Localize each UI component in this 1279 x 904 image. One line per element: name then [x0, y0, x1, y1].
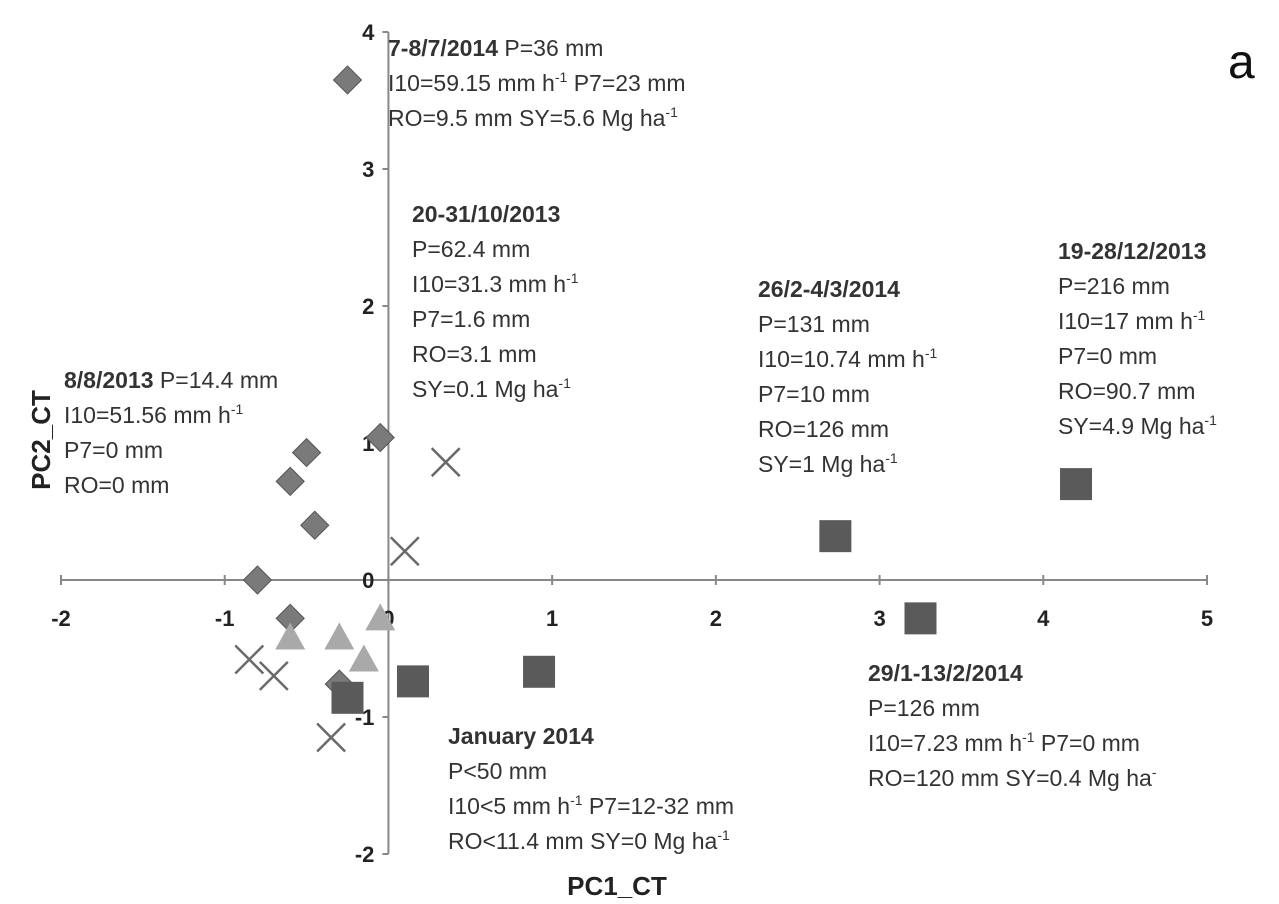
- annotation-line: 19-28/12/2013: [1058, 238, 1206, 264]
- cross-point: [234, 644, 265, 675]
- cross-point: [258, 661, 289, 691]
- square-point: [904, 602, 937, 635]
- annotation-line: RO=9.5 mm SY=5.6 Mg ha-1: [388, 104, 678, 131]
- diamond-point: [242, 565, 273, 595]
- event-annotation: 7-8/7/2014 P=36 mm I10=59.15 mm h-1 P7=23…: [388, 35, 686, 131]
- annotation-line: P=126 mm: [868, 695, 980, 721]
- event-annotation: 8/8/2013 P=14.4 mm I10=51.56 mm h-1 P7=0 m…: [64, 367, 278, 498]
- data-points: [234, 65, 1093, 753]
- annotation-line: I10=59.15 mm h-1 P7=23 mm: [388, 69, 686, 96]
- x-tick-label: 5: [1201, 606, 1213, 631]
- x-tick-label: -2: [51, 606, 71, 631]
- square-point: [1060, 468, 1093, 501]
- triangle-point: [348, 644, 379, 672]
- annotation-line: P=216 mm: [1058, 273, 1170, 299]
- x-tick-label: 4: [1037, 606, 1050, 631]
- triangle-point: [324, 622, 355, 650]
- event-annotation: 20-31/10/2013 P=62.4 mm I10=31.3 mm h-1 P7=…: [412, 201, 579, 402]
- annotation-line: RO=90.7 mm: [1058, 378, 1195, 404]
- event-annotation: January 2014 P<50 mm I10<5 mm h-1 P7=12-32…: [448, 723, 734, 854]
- y-tick-label: -2: [355, 842, 375, 867]
- annotation-line: RO=126 mm: [758, 416, 889, 442]
- annotation-line: SY=0.1 Mg ha-1: [412, 375, 571, 402]
- y-tick-label: 3: [362, 157, 374, 182]
- x-axis-title: PC1_CT: [567, 871, 667, 901]
- annotation-line: P<50 mm: [448, 758, 547, 784]
- annotation-line: 7-8/7/2014 P=36 mm: [388, 35, 603, 61]
- event-annotation: 29/1-13/2/2014 P=126 mm I10=7.23 mm h-1 P7…: [868, 660, 1157, 791]
- square-point: [396, 665, 429, 698]
- annotation-line: 8/8/2013 P=14.4 mm: [64, 367, 278, 393]
- triangle-point: [275, 622, 306, 650]
- diamond-point: [365, 422, 395, 453]
- annotation-line: I10=7.23 mm h-1 P7=0 mm: [868, 729, 1140, 756]
- annotation-line: P7=0 mm: [1058, 343, 1157, 369]
- cross-point: [316, 722, 347, 753]
- annotation-line: P7=0 mm: [64, 437, 163, 463]
- y-tick-label: 2: [362, 294, 374, 319]
- annotation-line: I10=51.56 mm h-1: [64, 401, 244, 428]
- event-annotation: 26/2-4/3/2014 P=131 mm I10=10.74 mm h-1 P7=…: [758, 276, 938, 477]
- annotation-line: P=131 mm: [758, 311, 870, 337]
- annotation-line: RO=120 mm SY=0.4 Mg ha-: [868, 764, 1157, 791]
- y-tick-label: 0: [362, 568, 374, 593]
- annotation-line: I10=31.3 mm h-1: [412, 270, 579, 297]
- annotation-line: I10=10.74 mm h-1: [758, 345, 938, 372]
- annotation-line: RO=0 mm: [64, 472, 169, 498]
- diamond-point: [291, 437, 322, 468]
- annotation-line: 26/2-4/3/2014: [758, 276, 900, 302]
- annotation-line: P=62.4 mm: [412, 236, 530, 262]
- x-tick-label: 1: [546, 606, 558, 631]
- annotation-line: 20-31/10/2013: [412, 201, 560, 227]
- y-tick-label: 4: [362, 20, 375, 45]
- square-point: [331, 681, 364, 714]
- annotations: 7-8/7/2014 P=36 mm I10=59.15 mm h-1 P7=23…: [64, 35, 1217, 854]
- annotation-line: SY=4.9 Mg ha-1: [1058, 412, 1217, 439]
- y-axis-title: PC2_CT: [26, 390, 56, 490]
- annotation-line: P7=1.6 mm: [412, 306, 530, 332]
- x-tick-label: -1: [215, 606, 235, 631]
- cross-point: [430, 447, 461, 478]
- annotation-line: SY=1 Mg ha-1: [758, 450, 898, 477]
- triangle-point: [365, 603, 396, 631]
- annotation-line: I10=17 mm h-1: [1058, 307, 1206, 334]
- annotation-line: RO=3.1 mm: [412, 341, 537, 367]
- diamond-point: [332, 65, 363, 95]
- square-point: [819, 520, 852, 553]
- annotation-line: I10<5 mm h-1 P7=12-32 mm: [448, 792, 734, 819]
- diamond-point: [300, 510, 330, 540]
- annotation-line: January 2014: [448, 723, 594, 749]
- annotation-line: P7=10 mm: [758, 381, 870, 407]
- square-point: [523, 655, 556, 688]
- cross-point: [389, 536, 420, 567]
- event-annotation: 19-28/12/2013 P=216 mm I10=17 mm h-1 P7=0 m…: [1058, 238, 1217, 439]
- diamond-point: [275, 466, 305, 497]
- panel-label: a: [1228, 36, 1255, 89]
- annotation-line: 29/1-13/2/2014: [868, 660, 1023, 686]
- x-tick-label: 2: [710, 606, 722, 631]
- annotation-line: RO<11.4 mm SY=0 Mg ha-1: [448, 827, 730, 854]
- x-tick-label: 3: [873, 606, 885, 631]
